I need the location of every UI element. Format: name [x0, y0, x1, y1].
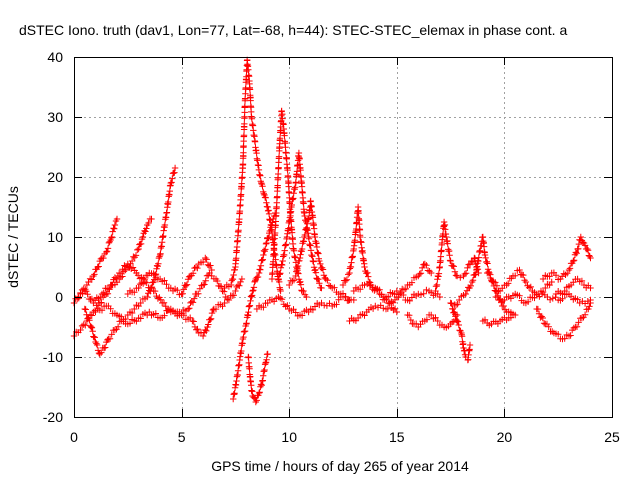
x-tick-label: 10 — [281, 429, 297, 445]
data-point-markers — [533, 299, 594, 343]
data-series-24 — [533, 299, 594, 343]
data-series-25 — [539, 233, 594, 283]
x-tick-label: 15 — [389, 429, 405, 445]
x-tick-label: 5 — [178, 429, 186, 445]
data-series-19 — [447, 299, 474, 364]
data-series-5 — [92, 299, 228, 340]
data-point-markers — [268, 107, 310, 301]
data-series-6 — [124, 254, 215, 298]
data-series-14 — [339, 203, 400, 316]
data-point-markers — [432, 218, 482, 295]
data-point-markers — [253, 293, 357, 320]
data-point-markers — [92, 299, 228, 340]
y-tick-label: 40 — [47, 49, 63, 65]
data-series-7 — [221, 56, 284, 295]
x-tick-label: 0 — [70, 429, 78, 445]
data-series-12 — [286, 197, 353, 304]
data-point-markers — [447, 299, 474, 364]
y-tick-label: -10 — [43, 349, 63, 365]
grid — [74, 57, 612, 417]
data-series-8 — [230, 209, 279, 403]
data-point-markers — [552, 275, 594, 298]
x-tick-labels: 0 5 10 15 20 25 — [70, 429, 620, 445]
y-tick-label: 30 — [47, 109, 63, 125]
data-point-markers — [230, 209, 279, 403]
data-point-markers — [124, 254, 215, 298]
axis-ticks — [74, 57, 613, 418]
y-tick-label: 10 — [47, 229, 63, 245]
data-point-markers — [81, 164, 179, 358]
data-series-16 — [350, 280, 443, 305]
data-point-markers — [492, 290, 594, 307]
x-axis-label: GPS time / hours of day 265 of year 2014 — [211, 458, 469, 474]
y-tick-label: -20 — [43, 409, 63, 425]
data-point-markers — [286, 197, 353, 304]
y-tick-label: 20 — [47, 169, 63, 185]
y-tick-labels: -20 -10 0 10 20 30 40 — [43, 49, 63, 425]
data-series-3 — [81, 164, 179, 358]
data-series-13 — [253, 293, 357, 320]
data-point-markers — [350, 280, 443, 305]
data-point-markers — [339, 203, 400, 316]
data-marks — [70, 56, 594, 406]
data-point-markers — [484, 266, 555, 299]
data-series-17 — [404, 311, 461, 331]
data-point-markers — [221, 56, 284, 295]
data-series-9 — [245, 350, 271, 406]
data-series-10 — [268, 107, 310, 301]
data-point-markers — [404, 311, 461, 331]
y-axis-label: dSTEC / TECUs — [5, 186, 21, 288]
data-series-22 — [484, 266, 555, 299]
data-point-markers — [479, 310, 519, 329]
data-point-markers — [245, 350, 271, 406]
data-series-26 — [552, 275, 594, 298]
data-series-18 — [432, 218, 482, 295]
chart-title: dSTEC Iono. truth (dav1, Lon=77, Lat=-68… — [19, 22, 567, 38]
y-tick-label: 0 — [55, 289, 63, 305]
data-series-23 — [492, 290, 594, 307]
data-series-21 — [479, 310, 519, 329]
x-tick-label: 20 — [497, 429, 513, 445]
data-point-markers — [539, 233, 594, 283]
x-tick-label: 25 — [604, 429, 620, 445]
